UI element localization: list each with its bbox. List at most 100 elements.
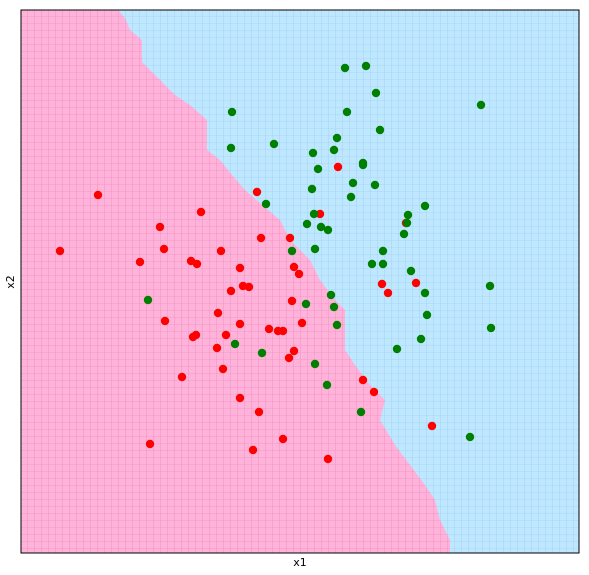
point bbox=[310, 244, 320, 254]
point bbox=[143, 295, 153, 305]
point bbox=[315, 209, 325, 219]
point bbox=[371, 88, 381, 98]
point bbox=[289, 262, 299, 272]
point bbox=[235, 263, 245, 273]
point bbox=[313, 164, 323, 174]
point bbox=[370, 180, 380, 190]
point bbox=[256, 233, 266, 243]
point bbox=[235, 319, 245, 329]
point bbox=[358, 375, 368, 385]
point bbox=[329, 302, 339, 312]
point bbox=[191, 330, 201, 340]
point bbox=[227, 107, 237, 117]
point bbox=[244, 282, 254, 292]
point bbox=[278, 434, 288, 444]
point bbox=[323, 454, 333, 464]
point bbox=[422, 310, 432, 320]
point bbox=[289, 346, 299, 356]
point bbox=[159, 244, 169, 254]
point bbox=[302, 219, 312, 229]
x-axis-label: x1 bbox=[293, 556, 307, 569]
point bbox=[285, 233, 295, 243]
point bbox=[486, 323, 496, 333]
point bbox=[257, 348, 267, 358]
point bbox=[358, 160, 368, 170]
point bbox=[402, 218, 412, 228]
point bbox=[340, 63, 350, 73]
point bbox=[230, 339, 240, 349]
point bbox=[332, 320, 342, 330]
point bbox=[309, 209, 319, 219]
point bbox=[254, 407, 264, 417]
point bbox=[375, 125, 385, 135]
point bbox=[216, 246, 226, 256]
point bbox=[346, 192, 356, 202]
point bbox=[160, 316, 170, 326]
point bbox=[301, 299, 311, 309]
point bbox=[323, 225, 333, 235]
point bbox=[378, 259, 388, 269]
point bbox=[329, 145, 339, 155]
point bbox=[427, 421, 437, 431]
point bbox=[406, 266, 416, 276]
point bbox=[196, 207, 206, 217]
point bbox=[212, 343, 222, 353]
point bbox=[294, 269, 304, 279]
point bbox=[399, 229, 409, 239]
point bbox=[326, 290, 336, 300]
point bbox=[218, 364, 228, 374]
point bbox=[485, 281, 495, 291]
point bbox=[145, 439, 155, 449]
point bbox=[308, 148, 318, 158]
region-left bbox=[21, 10, 450, 553]
point bbox=[307, 184, 317, 194]
point bbox=[135, 257, 145, 267]
point bbox=[383, 288, 393, 298]
point bbox=[226, 143, 236, 153]
point bbox=[297, 318, 307, 328]
point bbox=[261, 199, 271, 209]
point bbox=[367, 259, 377, 269]
point bbox=[420, 201, 430, 211]
point bbox=[55, 246, 65, 256]
y-axis-label: x2 bbox=[4, 275, 17, 289]
point bbox=[235, 393, 245, 403]
point bbox=[476, 100, 486, 110]
point bbox=[392, 344, 402, 354]
point bbox=[252, 187, 262, 197]
point bbox=[322, 380, 332, 390]
point bbox=[221, 330, 231, 340]
point bbox=[411, 278, 421, 288]
point bbox=[192, 259, 202, 269]
point bbox=[264, 324, 274, 334]
point bbox=[287, 246, 297, 256]
point bbox=[226, 286, 236, 296]
point bbox=[420, 288, 430, 298]
point bbox=[177, 372, 187, 382]
point bbox=[316, 222, 326, 232]
point bbox=[465, 432, 475, 442]
point bbox=[342, 107, 352, 117]
point bbox=[403, 210, 413, 220]
point bbox=[310, 359, 320, 369]
point bbox=[356, 407, 366, 417]
point bbox=[284, 353, 294, 363]
point bbox=[332, 133, 342, 143]
point bbox=[333, 162, 343, 172]
point bbox=[155, 222, 165, 232]
plot-area bbox=[21, 10, 579, 553]
point bbox=[278, 326, 288, 336]
point bbox=[377, 279, 387, 289]
point bbox=[287, 296, 297, 306]
point bbox=[269, 139, 279, 149]
point bbox=[369, 387, 379, 397]
point bbox=[348, 178, 358, 188]
point bbox=[361, 61, 371, 71]
point bbox=[378, 246, 388, 256]
point bbox=[248, 445, 258, 455]
point bbox=[213, 308, 223, 318]
point bbox=[93, 190, 103, 200]
point bbox=[416, 334, 426, 344]
plot-frame bbox=[20, 9, 580, 554]
